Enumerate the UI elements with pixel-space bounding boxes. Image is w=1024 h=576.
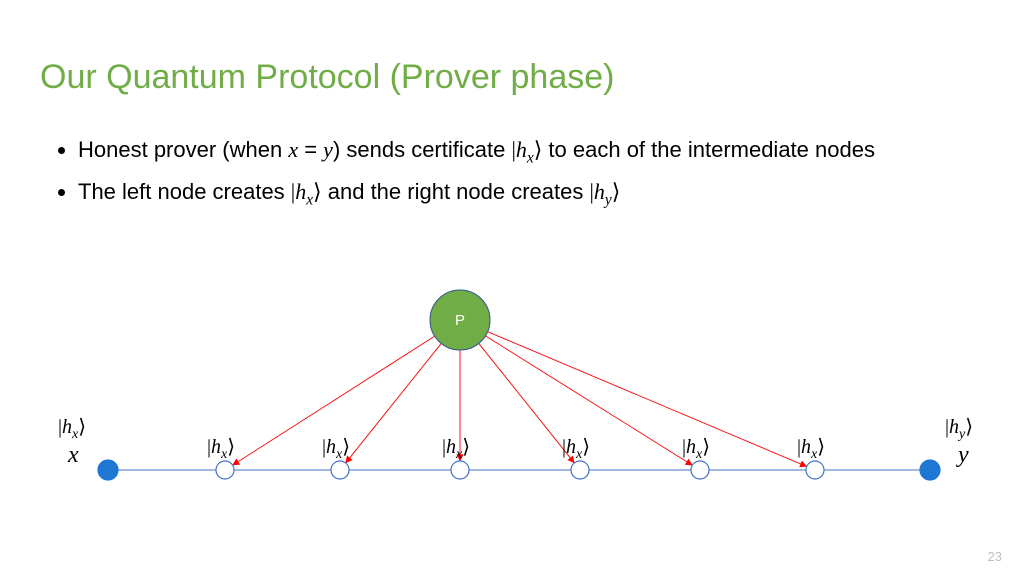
bullet-list: Honest prover (when x = y) sends certifi… bbox=[60, 135, 875, 219]
b1-part-c: to each of the intermediate nodes bbox=[542, 137, 875, 162]
ket2-h: h bbox=[295, 179, 306, 204]
protocol-diagram: P |hx⟩x|hx⟩|hx⟩|hx⟩|hx⟩|hx⟩|hx⟩|hy⟩y bbox=[0, 280, 1024, 540]
node-ket-label: |hx⟩ bbox=[442, 434, 470, 463]
b1-part-b: ) sends certificate bbox=[333, 137, 512, 162]
ket1-sub: x bbox=[527, 149, 534, 166]
ket3-sub: y bbox=[605, 192, 612, 209]
bullet-1: Honest prover (when x = y) sends certifi… bbox=[78, 135, 875, 169]
end-variable-label: y bbox=[958, 442, 969, 469]
page-number: 23 bbox=[988, 549, 1002, 564]
eq-op: = bbox=[298, 137, 323, 162]
node-ket-label: |hx⟩ bbox=[58, 414, 86, 443]
node-ket-label: |hx⟩ bbox=[797, 434, 825, 463]
node-ket-label: |hx⟩ bbox=[207, 434, 235, 463]
ket1-h: h bbox=[516, 137, 527, 162]
bullet-2: The left node creates |hx⟩ and the right… bbox=[78, 177, 875, 211]
end-variable-label: x bbox=[68, 442, 79, 469]
node-ket-label: |hx⟩ bbox=[322, 434, 350, 463]
b2-part-b: and the right node creates bbox=[322, 179, 590, 204]
diagram-svg: P bbox=[0, 280, 1024, 540]
b2-part-a: The left node creates bbox=[78, 179, 291, 204]
node-ket-label: |hx⟩ bbox=[562, 434, 590, 463]
ket3-h: h bbox=[594, 179, 605, 204]
node-ket-label: |hx⟩ bbox=[682, 434, 710, 463]
ket1-close: ⟩ bbox=[534, 137, 543, 162]
slide-title: Our Quantum Protocol (Prover phase) bbox=[40, 58, 614, 97]
node-ket-label: |hy⟩ bbox=[945, 414, 973, 443]
b1-part-a: Honest prover (when bbox=[78, 137, 288, 162]
eq-lhs: x bbox=[288, 137, 298, 162]
ket3-close: ⟩ bbox=[612, 179, 621, 204]
ket2-close: ⟩ bbox=[313, 179, 322, 204]
svg-text:P: P bbox=[455, 312, 465, 329]
eq-rhs: y bbox=[323, 137, 333, 162]
